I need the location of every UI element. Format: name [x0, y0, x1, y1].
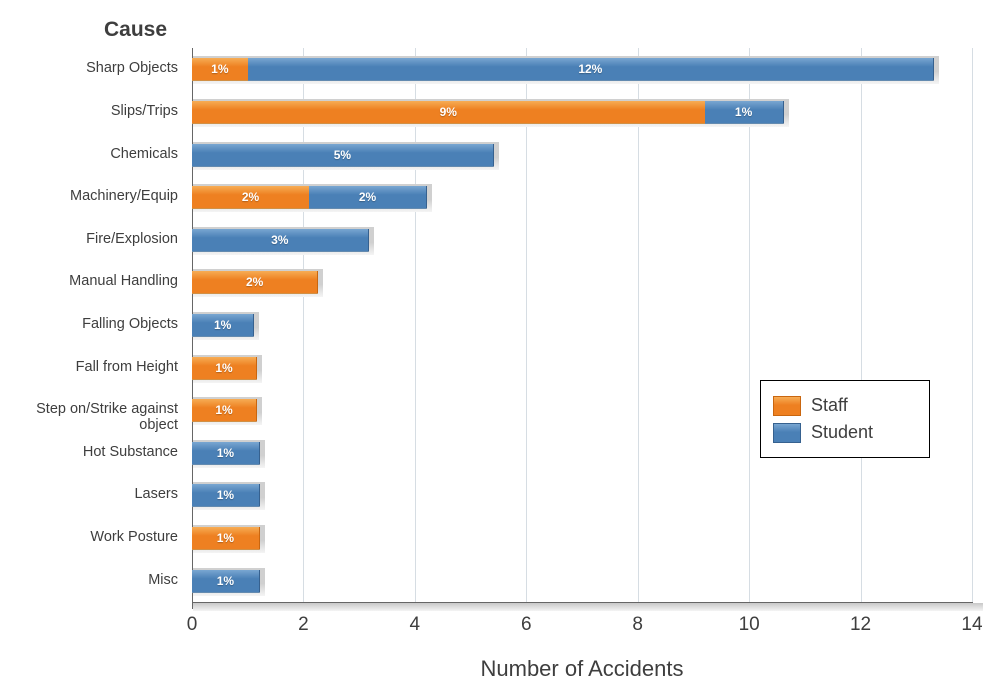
baseline-shadow: [193, 603, 983, 611]
bar-value-label: 1%: [217, 531, 234, 545]
staff-bar: 9%: [192, 101, 706, 124]
category-label: Machinery/Equip: [0, 188, 178, 204]
legend-item-staff: Staff: [773, 395, 915, 416]
bar-value-label: 3%: [271, 233, 288, 247]
bar-row: 9% 1%: [192, 101, 972, 123]
bar-row: 3%: [192, 229, 972, 251]
bar-value-label: 1%: [211, 62, 228, 76]
legend-label: Staff: [811, 395, 848, 416]
bar-value-label: 5%: [334, 148, 351, 162]
legend-item-student: Student: [773, 422, 915, 443]
plot-area: 1% 12% 9% 1% 5% 2% 2% 3% 2% 1% 1% 1% 1% 1% 1% 1%: [192, 48, 972, 602]
student-bar: 1%: [192, 314, 254, 337]
accidents-chart: Cause Number of Accidents 1% 12% 9% 1% 5% 2% 2% 3…: [0, 0, 996, 690]
staff-bar: 1%: [192, 58, 249, 81]
bar-value-label: 1%: [735, 105, 752, 119]
student-bar: 1%: [705, 101, 784, 124]
category-label: Manual Handling: [0, 273, 178, 289]
staff-bar: 1%: [192, 399, 257, 422]
bar-value-label: 12%: [578, 62, 602, 76]
student-bar: 1%: [192, 442, 260, 465]
category-label: Sharp Objects: [0, 60, 178, 76]
student-bar: 1%: [192, 484, 260, 507]
bar-value-label: 1%: [217, 574, 234, 588]
x-tick-label: 12: [850, 614, 871, 636]
x-tick-label: 2: [298, 614, 309, 636]
x-tick-label: 6: [521, 614, 532, 636]
staff-bar: 1%: [192, 357, 257, 380]
bar-value-label: 1%: [217, 488, 234, 502]
bar-row: 2% 2%: [192, 186, 972, 208]
x-tick-label: 8: [632, 614, 643, 636]
x-tick-label: 4: [410, 614, 421, 636]
bar-value-label: 1%: [215, 403, 232, 417]
staff-bar: 2%: [192, 271, 318, 294]
bar-row: 5%: [192, 144, 972, 166]
student-bar: 1%: [192, 570, 260, 593]
staff-bar: 1%: [192, 527, 260, 550]
bar-value-label: 1%: [215, 361, 232, 375]
bar-row: 2%: [192, 271, 972, 293]
bar-value-label: 1%: [217, 446, 234, 460]
gridline: [972, 48, 973, 602]
student-bar: 2%: [309, 186, 427, 209]
legend-swatch: [773, 396, 801, 416]
bar-row: 1%: [192, 357, 972, 379]
category-label: Lasers: [0, 486, 178, 502]
category-label: Falling Objects: [0, 316, 178, 332]
legend-label: Student: [811, 422, 873, 443]
bar-value-label: 2%: [359, 190, 376, 204]
bar-value-label: 2%: [246, 275, 263, 289]
category-label: Fire/Explosion: [0, 231, 178, 247]
bar-value-label: 2%: [242, 190, 259, 204]
category-label: Work Posture: [0, 529, 178, 545]
x-axis-title: Number of Accidents: [192, 656, 972, 682]
bar-row: 1%: [192, 314, 972, 336]
x-tick-label: 14: [961, 614, 982, 636]
x-tick-label: 10: [739, 614, 760, 636]
category-label: Misc: [0, 572, 178, 588]
staff-bar: 2%: [192, 186, 310, 209]
bar-value-label: 1%: [214, 318, 231, 332]
bar-row: 1% 12%: [192, 58, 972, 80]
bar-row: 1%: [192, 570, 972, 592]
legend: Staff Student: [760, 380, 930, 458]
student-bar: 3%: [192, 229, 369, 252]
category-label: Fall from Height: [0, 359, 178, 375]
x-tick-label: 0: [187, 614, 198, 636]
category-label: Chemicals: [0, 146, 178, 162]
student-bar: 5%: [192, 144, 494, 167]
category-label: Hot Substance: [0, 444, 178, 460]
student-bar: 12%: [248, 58, 934, 81]
category-label: Step on/Strike against object: [0, 401, 178, 433]
y-axis-title: Cause: [104, 18, 167, 42]
bar-row: 1%: [192, 527, 972, 549]
legend-swatch: [773, 423, 801, 443]
category-label: Slips/Trips: [0, 103, 178, 119]
bar-value-label: 9%: [440, 105, 457, 119]
bar-row: 1%: [192, 484, 972, 506]
